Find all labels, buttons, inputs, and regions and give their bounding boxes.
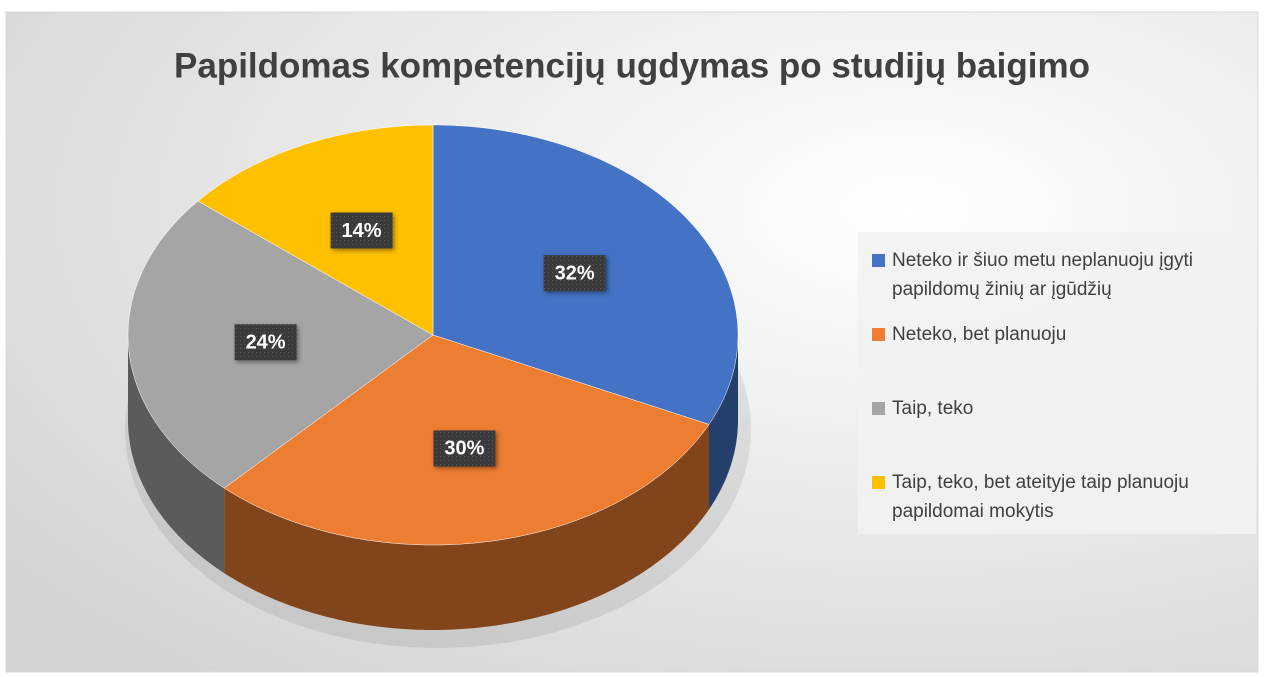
legend-swatch <box>872 476 885 489</box>
data-label: 14% <box>342 220 382 242</box>
slice-side <box>709 335 738 510</box>
legend-item: Neteko ir šiuo metu neplanuoju įgyti pap… <box>872 246 1248 304</box>
slice-side <box>224 424 709 630</box>
legend-label: Neteko, bet planuoju <box>892 324 1067 345</box>
chart-title: Papildomas kompetencijų ugdymas po studi… <box>174 46 1090 85</box>
data-label-box <box>330 212 393 249</box>
data-label: 32% <box>555 262 595 284</box>
slice <box>197 124 434 336</box>
legend-swatch <box>872 254 885 267</box>
legend-item: Taip, teko <box>872 394 1248 423</box>
data-label: 30% <box>444 438 484 460</box>
legend-label: Taip, teko, bet ateityje taip planuoju p… <box>892 472 1189 522</box>
data-label-box <box>543 255 606 292</box>
legend-label: Neteko ir šiuo metu neplanuoju įgyti pap… <box>892 250 1194 300</box>
legend-swatch <box>872 402 885 415</box>
slice-side <box>128 335 225 574</box>
data-label-box <box>234 324 297 361</box>
legend-item: Taip, teko, bet ateityje taip planuoju p… <box>872 468 1248 526</box>
legend-label: Taip, teko <box>892 398 974 419</box>
legend-swatch <box>872 328 885 341</box>
legend: Neteko ir šiuo metu neplanuoju įgyti pap… <box>858 232 1256 534</box>
legend-item: Neteko, bet planuoju <box>872 320 1248 349</box>
pie: 32% 30% 24% 14% <box>125 124 751 648</box>
data-label-box <box>433 430 496 467</box>
data-label: 24% <box>246 332 286 354</box>
